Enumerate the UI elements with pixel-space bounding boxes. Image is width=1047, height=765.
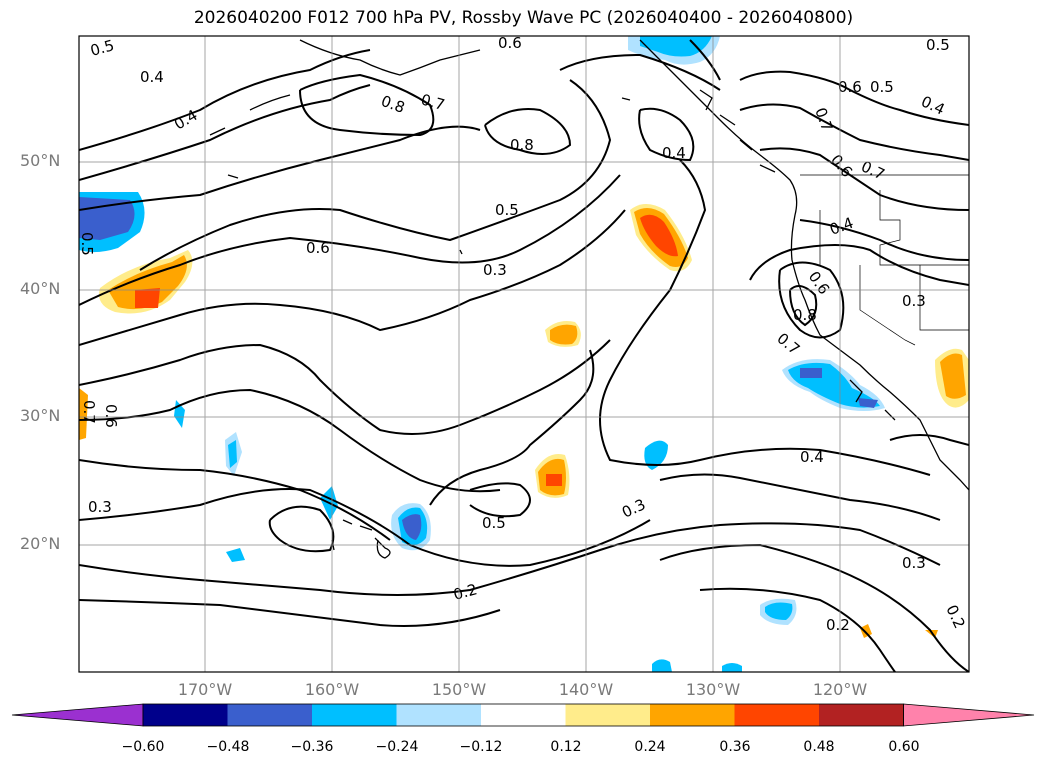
contour-label: 0.5 (495, 201, 519, 219)
colorbar-tick: 0.24 (634, 739, 666, 755)
colorbar-extend-min (11, 703, 144, 727)
contour-label: 0.7 (419, 90, 447, 114)
contour-label: 0.7 (773, 329, 803, 358)
contour-label: 0.8 (379, 92, 408, 117)
contour-label: 0.6 (838, 78, 862, 96)
lon-label: 170°W (177, 680, 233, 699)
contour-label: 0.5 (870, 78, 894, 96)
lon-label: 130°W (685, 680, 741, 699)
colorbar-bin (143, 704, 228, 726)
contour-label: 0.3 (88, 498, 112, 516)
colorbar-bin (227, 704, 312, 726)
contour-label: 0.4 (800, 448, 824, 466)
lon-label: 140°W (558, 680, 614, 699)
contour-label: 0.5 (926, 36, 950, 54)
lat-label: 30°N (20, 406, 61, 425)
contour-label: 0.2 (451, 580, 479, 604)
contour-label: 0.6 (498, 34, 522, 52)
borders (800, 174, 969, 346)
contour-label: 0.4 (140, 68, 164, 86)
colorbar-bin (312, 704, 397, 726)
contour-label: 0.3 (902, 292, 926, 310)
contour-label: 0.8 (510, 136, 534, 154)
contour-label: 0.3 (902, 554, 926, 572)
colorbar-bin (734, 704, 819, 726)
contour-label: 0.8 (793, 306, 817, 324)
colorbar-tick: −0.12 (459, 739, 503, 755)
lat-label: 20°N (20, 534, 61, 553)
contour-label: 0.4 (827, 214, 856, 239)
colorbar-outline (142, 703, 904, 727)
gridlines (79, 36, 969, 672)
colorbar-bin (565, 704, 650, 726)
contour-label: 0.3 (619, 495, 648, 521)
colorbar-extend-max (903, 703, 1035, 727)
lat-label: 40°N (20, 279, 61, 298)
anomaly-shading (79, 36, 969, 672)
contour-label: 0.5 (88, 36, 116, 60)
colorbar-tick: 0.36 (719, 739, 751, 755)
coastlines (209, 39, 969, 559)
contour-label: 0.6 (306, 239, 330, 257)
lon-label: 120°W (812, 680, 868, 699)
colorbar-tick: 0.60 (888, 739, 920, 755)
colorbar-tick: 0.12 (550, 739, 582, 755)
map-frame (78, 35, 970, 673)
contour-label: 0.3 (483, 261, 507, 279)
colorbar-tick: −0.36 (290, 739, 334, 755)
contour-label: 0.6 (805, 268, 833, 298)
lon-label: 150°W (431, 680, 487, 699)
colorbar-tick: 0.48 (803, 739, 835, 755)
colorbar-bin (819, 704, 904, 726)
contour-label: 0.2 (942, 602, 968, 631)
colorbar-tick: −0.48 (206, 739, 250, 755)
contour-label: 0.2 (826, 616, 850, 634)
colorbar-bin (396, 704, 481, 726)
contour-label: 0.4 (662, 144, 686, 162)
map-title: 2026040200 F012 700 hPa PV, Rossby Wave … (193, 8, 854, 28)
contour-label: 0.7 (811, 105, 836, 134)
contour-label: 0.4 (918, 92, 947, 118)
lon-label: 160°W (304, 680, 360, 699)
contour-label: 0.7 (80, 400, 98, 424)
contours (79, 39, 969, 672)
colorbar-bin (650, 704, 735, 726)
colorbar-tick: −0.24 (375, 739, 419, 755)
colorbar-tick: −0.60 (121, 739, 165, 755)
lat-label: 50°N (20, 151, 61, 170)
colorbar (11, 703, 1035, 727)
colorbar-bin (481, 704, 566, 726)
contour-label: 0.5 (482, 514, 506, 532)
contour-label: 0.4 (171, 106, 201, 134)
contour-label: 0.5 (78, 232, 96, 256)
contour-label: 0.7 (858, 157, 887, 183)
contour-label: 0.6 (102, 404, 120, 428)
